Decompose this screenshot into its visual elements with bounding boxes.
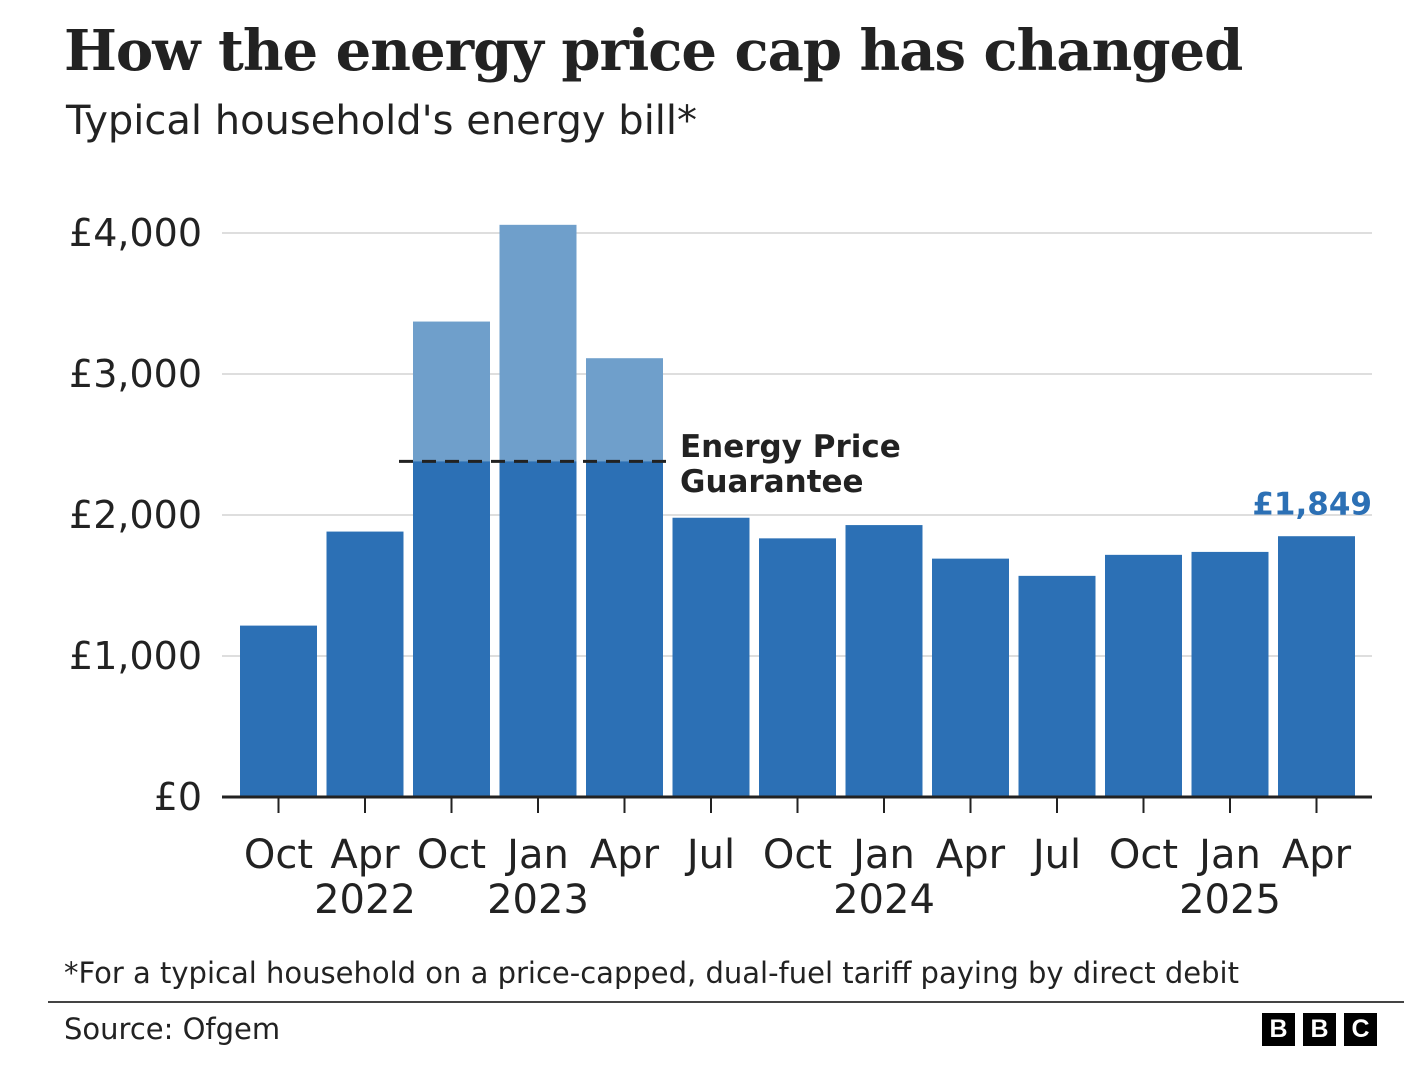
x-tick-label: Apr [330, 832, 400, 878]
bbc-logo: B B C [1262, 1013, 1377, 1046]
y-tick-label: £2,000 [69, 493, 202, 537]
chart-title: How the energy price cap has changed [64, 18, 1243, 84]
chart-subtitle: Typical household's energy bill* [66, 98, 698, 144]
bar-energy-price-guarantee-5 [672, 517, 750, 797]
bar-chart: £0 £1,000 £2,000 £3,000 £4,000 Energy PriceGu… [69, 211, 1372, 923]
latest-value-label: £1,849 [1252, 486, 1372, 522]
y-tick-label: £4,000 [69, 211, 202, 255]
bar-energy-price-guarantee-12 [1278, 536, 1355, 797]
epg-annotation-label: Guarantee [680, 464, 864, 500]
logo-letter: B [1262, 1013, 1295, 1046]
bar-energy-price-guarantee-0 [240, 625, 317, 797]
bar-energy-price-guarantee-4 [586, 461, 663, 797]
logo-letter: C [1344, 1013, 1377, 1046]
bar-energy-price-guarantee-6 [759, 538, 836, 797]
x-year-label: 2025 [1179, 877, 1281, 923]
x-tick-label: Jul [1030, 832, 1081, 878]
x-tick-label: Jan [1196, 832, 1261, 878]
x-tick-label: Apr [590, 832, 660, 878]
x-tick-label: Jul [684, 832, 735, 878]
bar-energy-price-guarantee-2 [413, 461, 490, 797]
x-tick-label: Jan [850, 832, 915, 878]
x-tick-label: Apr [1282, 832, 1352, 878]
bar-energy-price-guarantee-8 [932, 558, 1009, 797]
y-tick-label: £1,000 [69, 634, 202, 678]
bar-energy-price-guarantee-11 [1191, 551, 1269, 797]
footnote: *For a typical household on a price-capp… [64, 956, 1239, 990]
y-tick-label: £3,000 [69, 352, 202, 396]
bar-energy-price-guarantee-9 [1018, 575, 1096, 797]
x-year-label: 2024 [833, 877, 935, 923]
x-year-label: 2023 [487, 877, 589, 923]
footer-divider [48, 1001, 1404, 1003]
x-tick-label: Oct [417, 832, 486, 878]
source-label: Source: Ofgem [64, 1012, 281, 1046]
x-tick-label: Jan [504, 832, 569, 878]
bar-energy-price-guarantee-10 [1105, 554, 1182, 797]
x-tick-label: Oct [763, 832, 832, 878]
bar-energy-price-guarantee-1 [326, 531, 404, 797]
y-tick-label: £0 [154, 775, 202, 819]
x-tick-label: Oct [1109, 832, 1178, 878]
bar-energy-price-guarantee-3 [499, 461, 577, 797]
bar-energy-price-guarantee-7 [845, 525, 923, 797]
x-tick-label: Apr [936, 832, 1006, 878]
x-year-label: 2022 [314, 877, 416, 923]
epg-annotation-label: Energy Price [680, 429, 901, 465]
logo-letter: B [1303, 1013, 1336, 1046]
x-tick-label: Oct [244, 832, 313, 878]
